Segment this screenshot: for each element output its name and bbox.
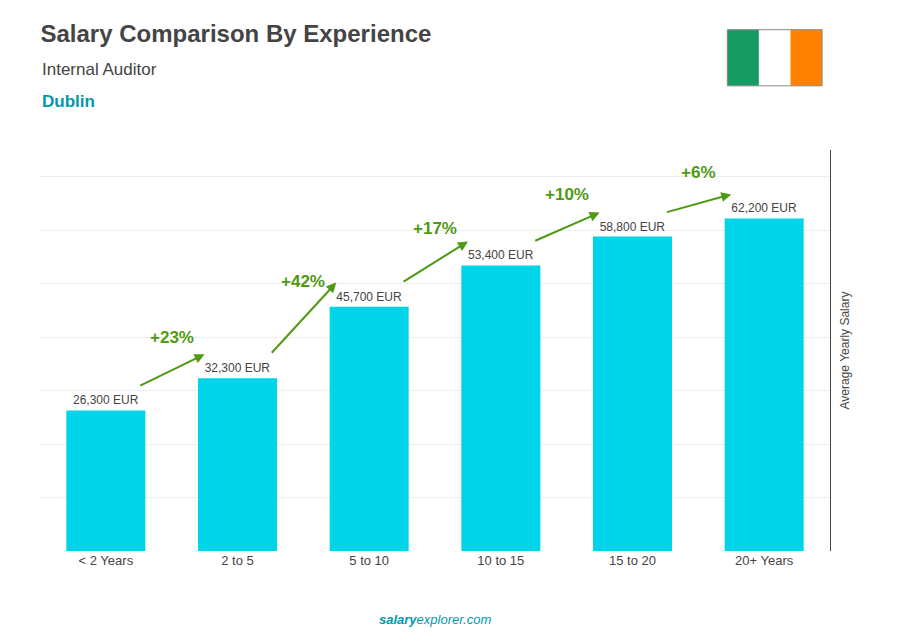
svg-text:+17%: +17%	[413, 219, 457, 238]
svg-text:Internal Auditor: Internal Auditor	[42, 60, 157, 79]
svg-text:Salary Comparison By Experienc: Salary Comparison By Experience	[41, 20, 432, 47]
svg-text:58,800 EUR: 58,800 EUR	[600, 220, 666, 234]
svg-text:5 to 10: 5 to 10	[349, 553, 389, 568]
svg-text:20+ Years: 20+ Years	[735, 553, 794, 568]
svg-text:45,700 EUR: 45,700 EUR	[336, 290, 402, 304]
svg-text:32,300 EUR: 32,300 EUR	[205, 361, 271, 375]
svg-text:53,400 EUR: 53,400 EUR	[468, 248, 534, 262]
svg-text:+6%: +6%	[681, 163, 716, 182]
svg-text:+42%: +42%	[281, 272, 325, 291]
svg-text:< 2 Years: < 2 Years	[79, 553, 134, 568]
svg-text:62,200 EUR: 62,200 EUR	[731, 201, 797, 215]
svg-text:+10%: +10%	[545, 185, 589, 204]
svg-text:10 to 15: 10 to 15	[477, 553, 524, 568]
svg-text:salaryexplorer.com: salaryexplorer.com	[379, 612, 491, 627]
svg-text:26,300 EUR: 26,300 EUR	[73, 393, 139, 407]
svg-text:+23%: +23%	[150, 328, 194, 347]
svg-text:15 to 20: 15 to 20	[609, 553, 656, 568]
svg-text:Dublin: Dublin	[42, 92, 95, 111]
svg-text:2 to 5: 2 to 5	[221, 553, 254, 568]
svg-text:Average Yearly Salary: Average Yearly Salary	[838, 292, 852, 410]
